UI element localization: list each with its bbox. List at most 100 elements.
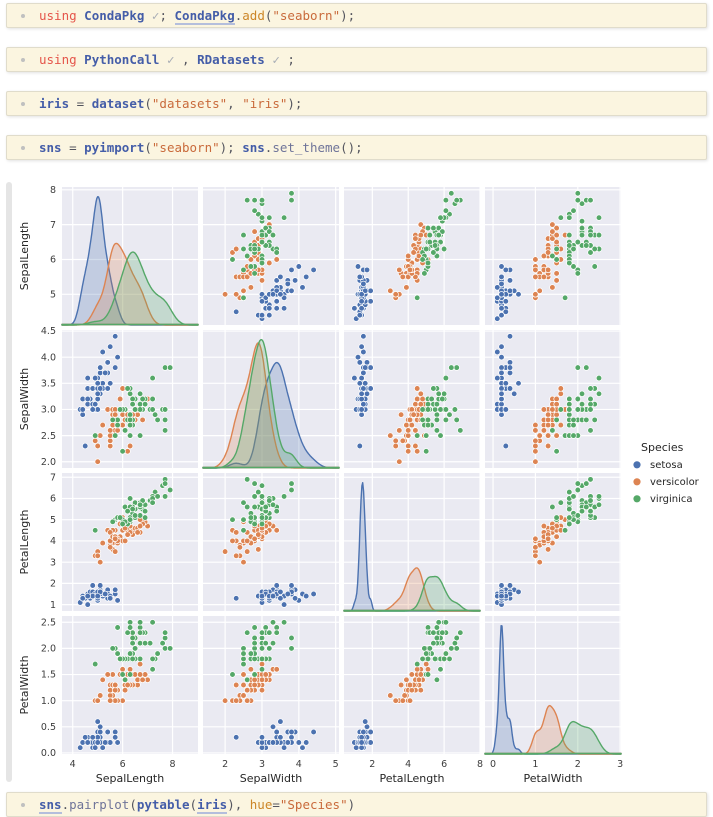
- svg-text:2.5: 2.5: [41, 431, 56, 442]
- code-token: using: [39, 52, 77, 67]
- y-axis-label-PetalLength: PetalLength: [18, 509, 31, 574]
- svg-text:8: 8: [50, 185, 56, 196]
- code-token: );: [340, 8, 356, 23]
- cell-bullet-icon: [21, 14, 25, 18]
- output-scroll-bar[interactable]: [6, 182, 12, 782]
- gridlines: [485, 330, 621, 468]
- code-token: sns: [39, 140, 62, 155]
- scatter-points-setosa: [351, 263, 374, 322]
- code-token: iris: [39, 96, 70, 111]
- kde-curve-virginica: [202, 339, 340, 469]
- code-token-link[interactable]: sns: [39, 797, 62, 814]
- code-token: ),: [227, 797, 250, 812]
- gridlines: [485, 187, 621, 325]
- gridlines: [485, 616, 621, 754]
- code-token-link[interactable]: iris: [197, 797, 228, 814]
- y-tick-labels-PetalLength: 1 2 3 4 5 6 7: [50, 472, 56, 610]
- cell-bullet-icon: [21, 102, 25, 106]
- legend-entry-setosa: setosa: [633, 460, 683, 471]
- code-token-link[interactable]: CondaPkg: [174, 8, 235, 25]
- svg-text:4.5: 4.5: [41, 326, 56, 337]
- scatter-points-versicolor: [532, 514, 573, 566]
- scatter-points-setosa: [494, 582, 522, 608]
- cell-bullet-icon: [21, 803, 25, 807]
- x-axis-label-SepalWidth: SepalWidth: [240, 772, 303, 785]
- code-token: (: [189, 797, 198, 812]
- y-axis-label-SepalWidth: SepalWidth: [18, 368, 31, 431]
- code-token: ✓: [144, 8, 160, 23]
- scatter-points-setosa: [77, 582, 121, 608]
- scatter-points-virginica: [92, 364, 174, 455]
- code-token: (: [144, 96, 152, 111]
- scatter-points-virginica: [229, 619, 295, 683]
- y-axis-label-PetalWidth: PetalWidth: [18, 655, 31, 714]
- code-token: =: [272, 797, 280, 812]
- code-input-5[interactable]: sns.pairplot(pytable(iris), hue="Species…: [39, 793, 355, 816]
- legend-marker-icon: [633, 495, 641, 503]
- subplot-PetalWidth-vs-PetalLength: [344, 616, 481, 754]
- pairplot-output: 4 6 8 SepalLength 2 3 4 5 SepalWidth 2 4 6 8 PetalLen…: [6, 179, 713, 787]
- code-token: using: [39, 8, 77, 23]
- svg-text:4.0: 4.0: [41, 352, 56, 363]
- code-input-1[interactable]: using CondaPkg ✓; CondaPkg.add("seaborn"…: [39, 4, 355, 27]
- code-cell-2: using PythonCall ✓ , RDatasets ✓ ;: [6, 47, 707, 72]
- scatter-points-virginica: [92, 476, 174, 534]
- pairplot-figure-host: 4 6 8 SepalLength 2 3 4 5 SepalWidth 2 4 6 8 PetalLen…: [12, 179, 712, 791]
- subplot-SepalLength-vs-SepalLength: [61, 187, 199, 326]
- cell-bullet-icon: [21, 146, 25, 150]
- legend-label: setosa: [650, 460, 683, 471]
- svg-text:3: 3: [259, 759, 265, 770]
- code-input-4[interactable]: sns = pyimport("seaborn"); sns.set_theme…: [39, 136, 363, 159]
- subplot-SepalLength-vs-PetalLength: [344, 187, 481, 325]
- scatter-points-setosa: [233, 582, 317, 608]
- svg-text:5: 5: [333, 759, 339, 770]
- scatter-points-virginica: [414, 619, 464, 683]
- svg-text:6: 6: [50, 494, 56, 505]
- scatter-points-setosa: [351, 718, 374, 751]
- svg-text:2: 2: [50, 579, 56, 590]
- svg-text:4: 4: [296, 759, 302, 770]
- legend-entry-virginica: virginica: [633, 494, 693, 505]
- svg-text:2: 2: [369, 759, 375, 770]
- pairplot-figure: 4 6 8 SepalLength 2 3 4 5 SepalWidth 2 4 6 8 PetalLen…: [18, 185, 700, 785]
- code-input-3[interactable]: iris = dataset("datasets", "iris");: [39, 92, 302, 115]
- code-token: ): [347, 797, 356, 812]
- svg-text:3: 3: [617, 759, 623, 770]
- legend: Species setosa versicolor virginica: [633, 441, 700, 505]
- code-token: ;: [159, 8, 175, 23]
- code-token: ✓: [159, 52, 175, 67]
- legend-marker-icon: [633, 478, 641, 486]
- code-token: "seaborn": [272, 8, 341, 23]
- code-token: add: [242, 8, 265, 23]
- svg-text:0.0: 0.0: [41, 748, 56, 759]
- svg-text:6: 6: [120, 759, 126, 770]
- subplot-SepalLength-vs-SepalWidth: [203, 187, 339, 325]
- scatter-points-setosa: [494, 333, 522, 450]
- svg-text:5: 5: [50, 515, 56, 526]
- code-token: hue: [249, 797, 273, 812]
- scatter-points-setosa: [233, 718, 317, 751]
- subplot-PetalLength-vs-SepalLength: [62, 473, 198, 611]
- code-token: =: [61, 140, 85, 155]
- subplot-SepalWidth-vs-SepalLength: [62, 330, 198, 468]
- y-tick-labels-SepalWidth: 2.0 2.5 3.0 3.5 4.0 4.5: [41, 326, 56, 468]
- code-token: dataset: [91, 96, 145, 111]
- scatter-points-virginica: [549, 364, 603, 455]
- subplot-PetalWidth-vs-SepalWidth: [203, 616, 339, 754]
- svg-text:1: 1: [50, 600, 56, 611]
- code-input-2[interactable]: using PythonCall ✓ , RDatasets ✓ ;: [39, 48, 295, 71]
- scatter-points-setosa: [233, 263, 317, 322]
- code-token: .: [264, 140, 273, 155]
- code-cell-4: sns = pyimport("seaborn"); sns.set_theme…: [6, 135, 707, 160]
- gridlines: [344, 473, 481, 611]
- svg-text:4: 4: [70, 759, 76, 770]
- svg-text:6: 6: [441, 759, 447, 770]
- code-token: ✓: [264, 52, 280, 67]
- svg-text:0: 0: [490, 759, 496, 770]
- scatter-points-setosa: [351, 333, 374, 450]
- subplot-SepalWidth-vs-PetalWidth: [485, 330, 621, 468]
- code-cell-3: iris = dataset("datasets", "iris");: [6, 91, 707, 116]
- scatter-points-virginica: [92, 619, 174, 683]
- scatter-points-virginica: [414, 190, 464, 301]
